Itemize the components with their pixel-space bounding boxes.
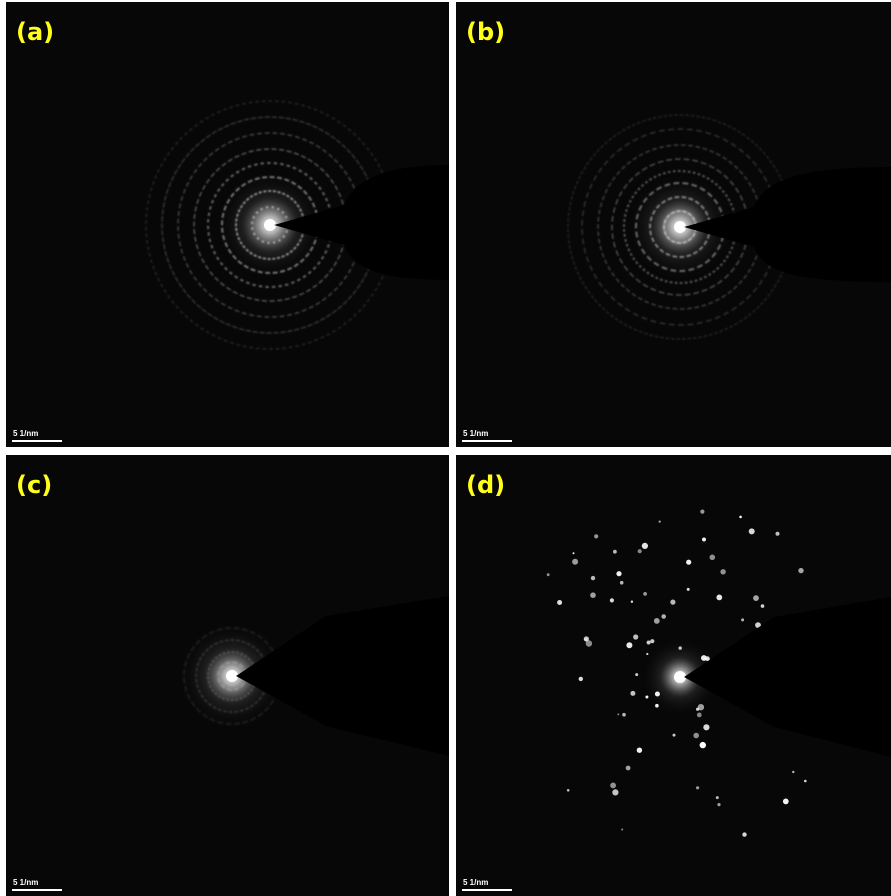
diffraction-panel: (a) 5 1/nm <box>6 2 449 447</box>
diffraction-spot <box>645 696 648 699</box>
diffraction-spot <box>700 510 704 514</box>
scale-bar-label: 5 1/nm <box>463 878 488 887</box>
diffraction-spot <box>547 573 550 576</box>
diffraction-spot <box>687 588 690 591</box>
diffraction-spot <box>804 780 807 783</box>
diffraction-spot <box>753 595 759 601</box>
diffraction-spot <box>567 789 570 792</box>
diffraction-spot <box>783 799 789 805</box>
scale-bar <box>12 440 62 442</box>
diffraction-panel: (c) 5 1/nm <box>6 455 449 896</box>
figure: {"panels": [ {"label": "(a)", "scale_bar… <box>0 0 891 896</box>
diffraction-spot <box>696 708 699 711</box>
diffraction-spot <box>673 734 676 737</box>
diffraction-spot <box>590 592 596 598</box>
scale-bar-label: 5 1/nm <box>463 429 488 438</box>
diffraction-spot <box>739 516 742 519</box>
diffraction-spot <box>635 673 638 676</box>
diffraction-spot <box>594 534 598 538</box>
diffraction-spot <box>613 550 617 554</box>
diffraction-spot <box>630 691 635 696</box>
diffraction-spot <box>655 704 659 708</box>
diffraction-spot <box>622 713 626 717</box>
diffraction-spot <box>557 600 562 605</box>
diffraction-spot <box>650 639 654 643</box>
diffraction-spot <box>637 748 642 753</box>
panel-label: (c) <box>16 471 52 499</box>
diffraction-spot <box>716 595 722 601</box>
diffraction-spot <box>749 528 755 534</box>
diffraction-spot <box>693 733 699 739</box>
diffraction-spot <box>642 543 648 549</box>
diffraction-spot <box>572 559 578 565</box>
panel-label: (d) <box>466 471 505 499</box>
diffraction-spot <box>686 560 691 565</box>
diffraction-spot <box>643 592 647 596</box>
diffraction-spot <box>700 742 706 748</box>
diffraction-spot <box>573 552 575 554</box>
diffraction-spot <box>776 532 780 536</box>
diffraction-spot <box>717 803 720 806</box>
diffraction-spot <box>741 618 744 621</box>
diffraction-spot <box>591 576 595 580</box>
scale-bar <box>12 889 62 891</box>
diffraction-spot <box>703 724 709 730</box>
diffraction-spot <box>617 713 619 715</box>
scale-bar-label: 5 1/nm <box>13 429 38 438</box>
diffraction-spot <box>679 646 682 649</box>
diffraction-spot <box>586 640 592 646</box>
diffraction-spot <box>626 766 631 771</box>
diffraction-spot <box>710 555 716 561</box>
diffraction-spot <box>654 618 660 624</box>
diffraction-spot <box>761 604 765 608</box>
diffraction-spot <box>647 641 651 645</box>
diffraction-spot <box>610 783 616 789</box>
diffraction-spot <box>792 771 794 773</box>
diffraction-spot <box>702 538 706 542</box>
diffraction-spot <box>716 796 719 799</box>
diffraction-spot <box>610 598 614 602</box>
diffraction-spot <box>579 677 583 681</box>
diffraction-spot <box>646 653 648 655</box>
diffraction-spot <box>661 614 666 619</box>
diffraction-spot <box>638 549 642 553</box>
panel-label: (b) <box>466 18 505 46</box>
diffraction-spot <box>621 829 623 831</box>
panel-label: (a) <box>16 18 54 46</box>
diffraction-spot <box>655 692 660 697</box>
diffraction-spot <box>612 789 618 795</box>
scale-bar <box>462 889 512 891</box>
diffraction-spot <box>626 642 632 648</box>
diffraction-spot <box>670 600 675 605</box>
diffraction-spot <box>631 601 633 603</box>
scale-bar <box>462 440 512 442</box>
diffraction-spot <box>633 634 638 639</box>
scale-bar-label: 5 1/nm <box>13 878 38 887</box>
diffraction-spot <box>742 832 746 836</box>
diffraction-spot <box>697 713 702 718</box>
diffraction-spot <box>696 786 699 789</box>
diffraction-spot <box>720 569 725 574</box>
diffraction-panel: (b) 5 1/nm <box>456 2 891 447</box>
diffraction-spot <box>798 568 803 573</box>
diffraction-spot <box>616 571 621 576</box>
diffraction-spot <box>659 521 661 523</box>
diffraction-panel: (d) 5 1/nm <box>456 455 891 896</box>
diffraction-spot <box>620 581 624 585</box>
